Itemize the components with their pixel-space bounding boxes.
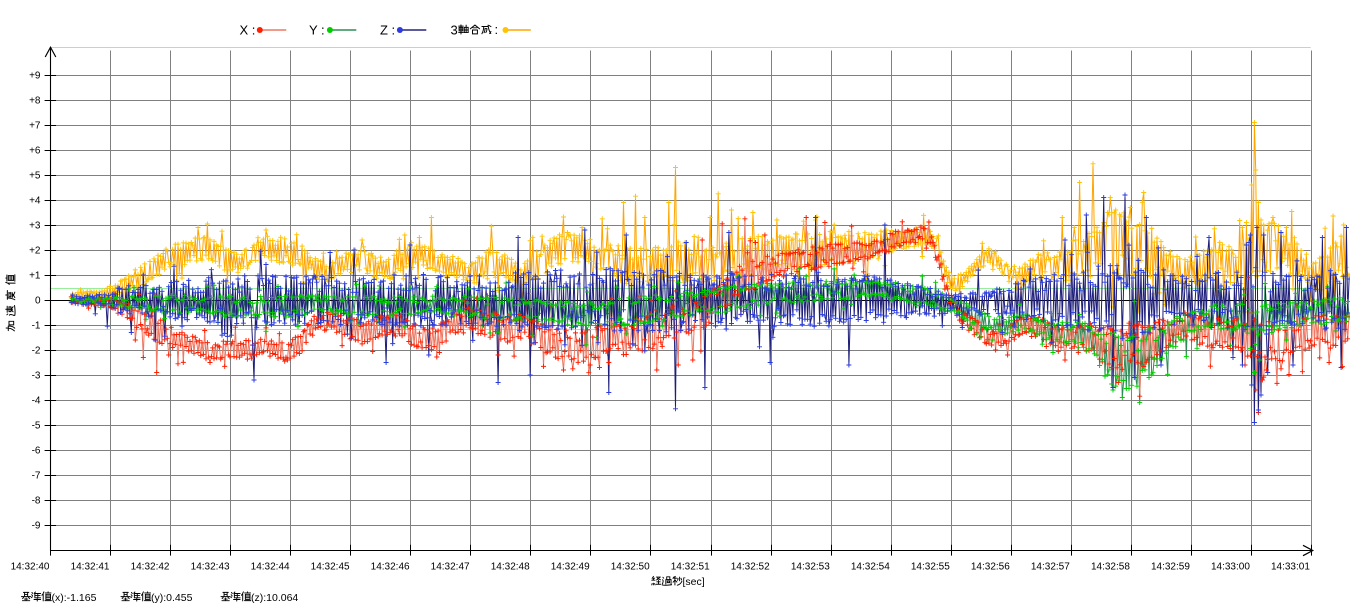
svg-text:-7: -7 <box>32 471 41 482</box>
svg-text:14:32:52: 14:32:52 <box>731 562 770 573</box>
svg-text:3: 3 <box>451 23 458 38</box>
svg-text:(y):0.455: (y):0.455 <box>151 592 193 604</box>
svg-text:+1: +1 <box>29 271 41 282</box>
svg-text:14:32:56: 14:32:56 <box>971 562 1010 573</box>
svg-text:-5: -5 <box>32 421 41 432</box>
svg-text:Z :: Z : <box>380 23 395 38</box>
svg-text:+4: +4 <box>29 196 41 207</box>
svg-text:+5: +5 <box>29 171 41 182</box>
svg-text:-6: -6 <box>32 446 41 457</box>
svg-text:-2: -2 <box>32 346 41 357</box>
svg-text:(x):-1.165: (x):-1.165 <box>52 592 97 604</box>
svg-text:+9: +9 <box>29 71 41 82</box>
svg-text:14:32:58: 14:32:58 <box>1091 562 1130 573</box>
svg-text:+2: +2 <box>29 246 41 257</box>
svg-text:(z):10.064: (z):10.064 <box>251 592 298 604</box>
svg-text:+3: +3 <box>29 221 41 232</box>
svg-text:14:32:41: 14:32:41 <box>71 562 110 573</box>
svg-text:-4: -4 <box>32 396 41 407</box>
svg-text:14:32:57: 14:32:57 <box>1031 562 1070 573</box>
svg-text:14:32:54: 14:32:54 <box>851 562 890 573</box>
svg-text:14:32:43: 14:32:43 <box>191 562 230 573</box>
svg-text:14:32:50: 14:32:50 <box>611 562 650 573</box>
svg-text:14:32:53: 14:32:53 <box>791 562 830 573</box>
svg-text:14:32:48: 14:32:48 <box>491 562 530 573</box>
svg-text:+7: +7 <box>29 121 41 132</box>
svg-text:14:32:49: 14:32:49 <box>551 562 590 573</box>
svg-text:14:32:40: 14:32:40 <box>11 562 50 573</box>
svg-text:14:32:42: 14:32:42 <box>131 562 170 573</box>
svg-text:14:32:55: 14:32:55 <box>911 562 950 573</box>
svg-text:+6: +6 <box>29 146 41 157</box>
svg-text:-3: -3 <box>32 371 41 382</box>
svg-text:14:33:00: 14:33:00 <box>1211 562 1250 573</box>
svg-text:X :: X : <box>240 23 256 38</box>
svg-text:+8: +8 <box>29 96 41 107</box>
svg-text:14:32:45: 14:32:45 <box>311 562 350 573</box>
svg-text:-1: -1 <box>32 321 41 332</box>
svg-text:Y :: Y : <box>309 23 325 38</box>
svg-text:14:32:47: 14:32:47 <box>431 562 470 573</box>
svg-text:14:32:51: 14:32:51 <box>671 562 710 573</box>
svg-text:14:32:46: 14:32:46 <box>371 562 410 573</box>
svg-text:-8: -8 <box>32 496 41 507</box>
svg-text:14:33:01: 14:33:01 <box>1271 562 1310 573</box>
svg-text:[sec]: [sec] <box>683 576 705 588</box>
svg-text::: : <box>495 22 499 37</box>
svg-text:14:32:59: 14:32:59 <box>1151 562 1190 573</box>
svg-text:14:32:44: 14:32:44 <box>251 562 290 573</box>
svg-text:-9: -9 <box>32 521 41 532</box>
svg-text:0: 0 <box>35 296 41 307</box>
